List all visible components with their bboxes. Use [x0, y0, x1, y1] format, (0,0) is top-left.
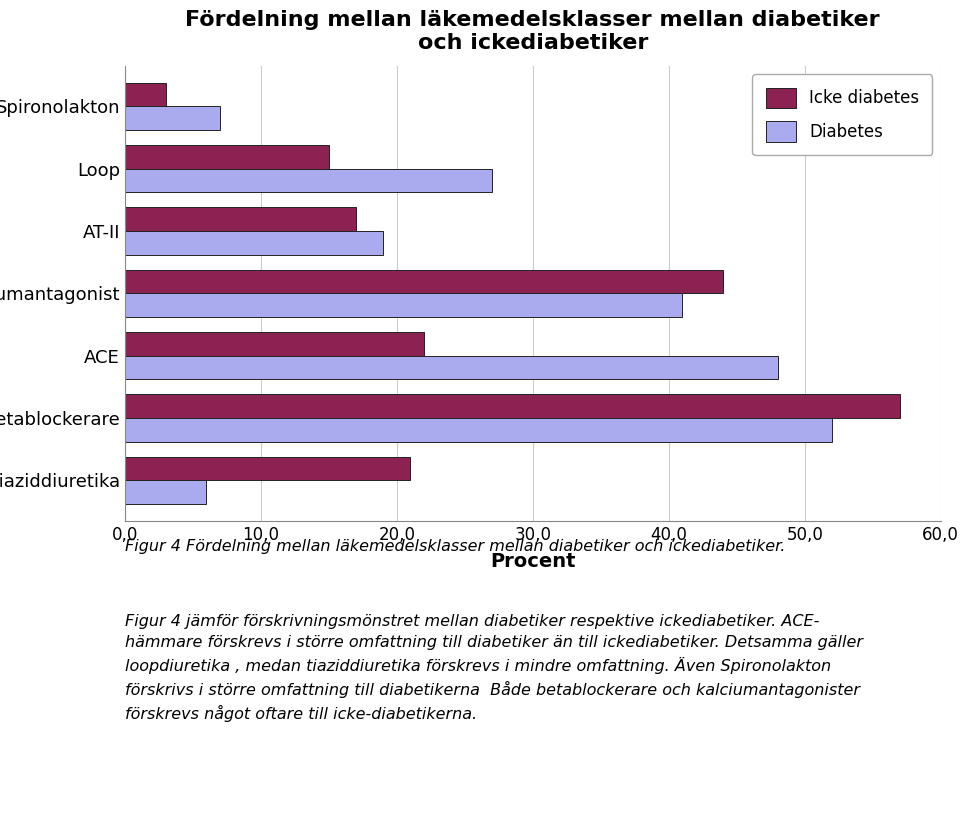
X-axis label: Procent: Procent [490, 552, 576, 571]
Bar [125, 106, 220, 130]
Bar [125, 169, 492, 193]
Bar [125, 231, 383, 254]
Bar [125, 418, 832, 442]
Bar [125, 145, 328, 169]
Title: Fördelning mellan läkemedelsklasser mellan diabetiker
och ickediabetiker: Fördelning mellan läkemedelsklasser mell… [185, 10, 880, 53]
Bar [125, 457, 411, 481]
Bar [125, 207, 356, 231]
Text: Figur 4 Fördelning mellan läkemedelsklasser mellan diabetiker och ickediabetiker: Figur 4 Fördelning mellan läkemedelsklas… [125, 539, 785, 554]
Bar [125, 270, 723, 293]
Bar [125, 332, 424, 356]
Legend: Icke diabetes, Diabetes: Icke diabetes, Diabetes [753, 74, 932, 155]
Bar [125, 394, 900, 418]
Bar [125, 356, 778, 379]
Bar [125, 82, 166, 106]
Bar [125, 481, 206, 504]
Text: Figur 4 jämför förskrivningsmönstret mellan diabetiker respektive ickediabetiker: Figur 4 jämför förskrivningsmönstret mel… [125, 614, 863, 722]
Bar [125, 293, 683, 317]
